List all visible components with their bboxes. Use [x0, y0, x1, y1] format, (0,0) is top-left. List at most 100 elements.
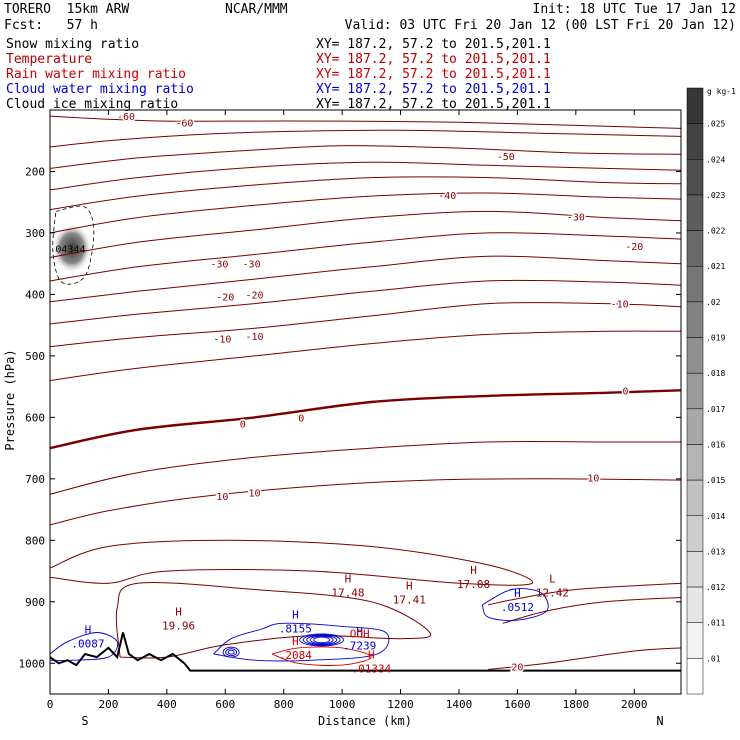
colorbar-unit-label: g kg-1: [707, 87, 736, 96]
x-axis-right-end-label: N: [656, 714, 663, 728]
colorbar-tick-label-12: .013: [706, 547, 725, 556]
y-tick-label-4: 600: [25, 411, 45, 424]
x-tick-label-0: 0: [47, 698, 54, 711]
cloud-water-contour-0: [299, 633, 345, 647]
temperature-contour-0: [50, 389, 681, 450]
extremum-value-9: .2084: [279, 649, 312, 662]
colorbar-tick-label-6: .019: [706, 334, 725, 343]
field-name-rain: Rain water mixing ratio: [6, 67, 187, 82]
colorbar-swatch-14: [686, 586, 704, 623]
extremum-marker-9: H: [292, 635, 299, 648]
field-xy-rain: XY= 187.2, 57.2 to 201.5,201.1: [316, 67, 551, 82]
y-tick-label-3: 500: [25, 350, 45, 363]
cloud-water-contour-2: [306, 635, 338, 645]
colorbar-swatch-1: [686, 123, 704, 160]
colorbar-tick-label-8: .017: [706, 405, 725, 414]
extremum-marker-4: H: [175, 605, 182, 618]
colorbar-tick-label-1: .024: [706, 155, 725, 164]
colorbar-tick-label-4: .021: [706, 262, 725, 271]
y-tick-label-8: 1000: [19, 657, 46, 670]
colorbar-swatch-3: [686, 194, 704, 231]
colorbar-swatch-2: [686, 159, 704, 196]
colorbar-tick-label-2: .023: [706, 191, 725, 200]
y-tick-label-5: 700: [25, 473, 45, 486]
temperature-contour-m40: [50, 176, 681, 211]
field-xy-snow: XY= 187.2, 57.2 to 201.5,201.1: [316, 37, 551, 52]
colorbar-tick-label-3: .022: [706, 227, 725, 236]
temperature-contour-m55: [50, 129, 681, 148]
cloud-water-small-cell-2: [227, 649, 235, 655]
colorbar-tick-label-7: .018: [706, 369, 725, 378]
field-name-cloud-water: Cloud water mixing ratio: [6, 82, 194, 97]
contour-label-16: 10: [587, 474, 599, 485]
extremum-value-1: 17.41: [393, 593, 426, 606]
temperature-contour-m15: [50, 279, 681, 325]
x-tick-label-1: 200: [98, 698, 118, 711]
temperature-contour-m60: [50, 115, 681, 129]
cloud-water-small-cell-1: [225, 648, 238, 657]
cloud-ice-shading: [51, 223, 92, 274]
contour-label-13: 0: [622, 386, 628, 397]
contour-label-5: -30: [210, 260, 228, 271]
cloud-water-contour-4: [313, 636, 331, 644]
contour-label-19: 20: [511, 662, 523, 673]
y-tick-label-2: 400: [25, 288, 45, 301]
contour-label-4: -30: [567, 212, 585, 223]
colorbar-swatch-4: [686, 230, 704, 267]
field-name-temperature: Temperature: [6, 52, 93, 67]
terrain-line: [50, 632, 681, 672]
colorbar-tick-label-15: .01: [706, 654, 721, 663]
contour-label-2: -50: [497, 152, 515, 163]
extremum-marker-1: H: [406, 579, 413, 592]
temperature-contour-warm-north: [488, 582, 681, 606]
extremum-marker-2: H: [470, 564, 477, 577]
temperature-contour-m30: [50, 210, 681, 258]
colorbar-tick-label-0: .025: [706, 120, 725, 129]
extremum-value-0: 17.48: [331, 587, 364, 600]
x-tick-label-3: 600: [215, 698, 235, 711]
colorbar-swatch-5: [686, 265, 704, 303]
contour-label-9: -20: [245, 290, 263, 301]
extremum-marker-10: H: [368, 648, 375, 661]
forecast-hour: Fcst: 57 h: [4, 18, 98, 33]
model-title: TORERO 15km ARW: [4, 2, 130, 17]
extremum-marker-7: H: [292, 608, 299, 621]
org-label: NCAR/MMM: [225, 2, 288, 17]
y-tick-label-0: 200: [25, 165, 45, 178]
colorbar-tick-label-14: .011: [706, 619, 725, 628]
contour-label-6: -30: [243, 260, 261, 271]
temperature-contour-10: [50, 478, 681, 526]
colorbar-swatch-12: [686, 515, 704, 552]
colorbar-swatch-8: [686, 372, 704, 410]
colorbar-swatch-6: [686, 301, 704, 338]
cloud-ice-max-label: 04344: [55, 244, 85, 255]
temperature-contour-m35: [50, 192, 681, 234]
colorbar-swatch-7: [686, 337, 704, 374]
y-tick-label-7: 900: [25, 596, 45, 609]
extremum-value-5: .0512: [501, 601, 534, 614]
colorbar-swatch-16: [686, 658, 704, 695]
contour-label-17: 10: [216, 492, 228, 503]
cloud-water-contour-3: [309, 635, 334, 644]
extremum-value-4: 19.96: [162, 619, 195, 632]
temperature-contour-m45: [50, 161, 681, 191]
temperature-contour-warm-north-2: [502, 597, 681, 624]
y-tick-label-1: 300: [25, 227, 45, 240]
cloud-water-small-cell-0: [222, 646, 240, 658]
cloud-water-north-contour: [481, 588, 549, 621]
cloud-water-contour-1: [302, 634, 341, 646]
colorbar-swatch-13: [686, 551, 704, 588]
contour-label-14: 0: [240, 420, 246, 431]
colorbar-tick-label-5: .02: [706, 298, 721, 307]
contour-label-7: -20: [625, 242, 643, 253]
temperature-contour-m5: [50, 330, 681, 381]
colorbar-swatch-9: [686, 408, 704, 445]
colorbar-tick-label-11: .014: [706, 512, 725, 521]
x-tick-label-5: 1000: [329, 698, 356, 711]
extremum-value-8: .7239: [343, 640, 376, 653]
x-tick-label-9: 1800: [563, 698, 590, 711]
rain-water-contour: [271, 646, 372, 666]
valid-time: Valid: 03 UTC Fri 20 Jan 12 (00 LST Fri …: [344, 18, 736, 33]
cloud-water-outer-contour: [213, 622, 390, 662]
